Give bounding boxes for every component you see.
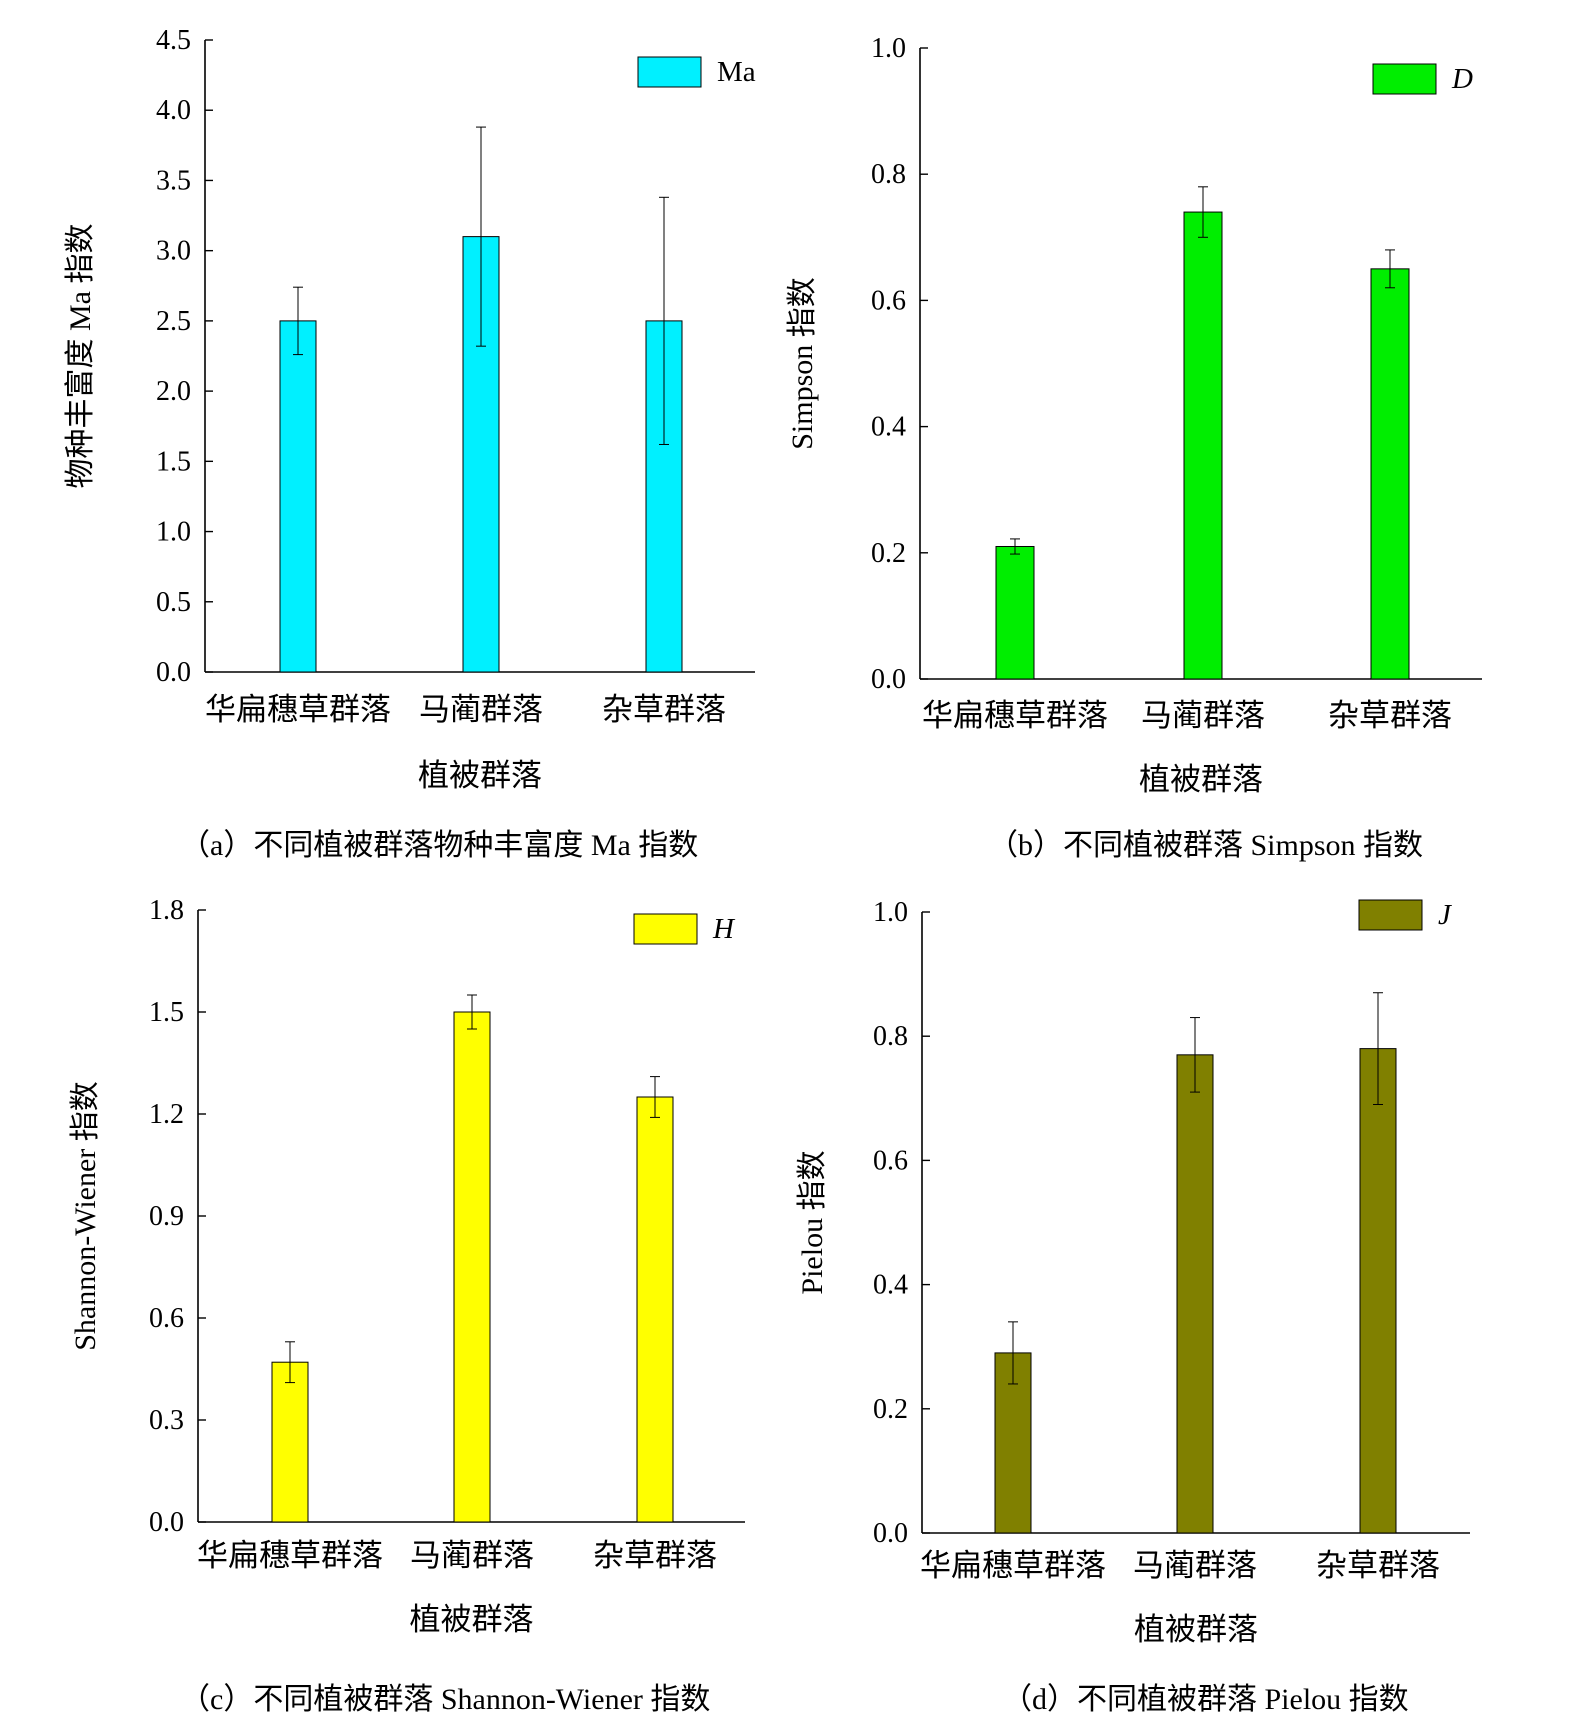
bar <box>1370 268 1410 680</box>
y-tick-label: 1.2 <box>149 1099 184 1130</box>
y-tick-label: 1.0 <box>156 517 191 548</box>
y-tick-label: 0.0 <box>156 657 191 688</box>
y-tick-label: 0.4 <box>873 1270 908 1301</box>
legend-label: J <box>1438 899 1452 931</box>
bar <box>271 1361 309 1523</box>
caption-a: （a）不同植被群落物种丰富度 Ma 指数 <box>180 829 699 862</box>
caption-c: （c）不同植被群落 Shannon-Wiener 指数 <box>180 1683 711 1716</box>
y-tick-label: 1.5 <box>149 997 184 1028</box>
legend-label: H <box>712 913 736 945</box>
y-tick-label: 1.0 <box>873 897 908 928</box>
y-tick-label: 1.0 <box>871 33 906 64</box>
caption-d: （d）不同植被群落 Pielou 指数 <box>1002 1683 1409 1716</box>
y-tick-label: 4.5 <box>156 25 191 56</box>
caption-b: （b）不同植被群落 Simpson 指数 <box>988 829 1424 862</box>
legend-swatch <box>637 56 702 88</box>
x-tick-label: 杂草群落 <box>602 692 726 727</box>
bar <box>1183 211 1223 680</box>
y-tick-label: 0.2 <box>873 1394 908 1425</box>
chart-a: 0.0 0.5 1.0 1.5 2.0 2.5 3.0 3.5 4.0 4.5 华扁穗草群落 马蔺群落… <box>64 25 756 793</box>
legend-label: D <box>1451 63 1473 95</box>
bar <box>279 320 317 673</box>
y-tick-label: 2.5 <box>156 306 191 337</box>
y-tick-label: 0.4 <box>871 412 906 443</box>
y-tick-label: 0.3 <box>149 1405 184 1436</box>
legend-label: Ma <box>717 56 756 88</box>
x-tick-label: 马蔺群落 <box>410 1538 534 1573</box>
y-tick-label: 0.6 <box>871 285 906 316</box>
y-tick-label: 0.6 <box>873 1145 908 1176</box>
x-axis-label: 植被群落 <box>1134 1612 1258 1647</box>
y-axis-label: 物种丰富度 Ma 指数 <box>64 224 97 489</box>
legend-swatch <box>1358 899 1423 931</box>
bar <box>1359 1048 1397 1534</box>
legend-swatch <box>633 913 698 945</box>
y-tick-label: 1.8 <box>149 895 184 926</box>
x-tick-label: 华扁穗草群落 <box>197 1538 383 1573</box>
y-tick-label: 0.8 <box>871 159 906 190</box>
y-tick-label: 0.9 <box>149 1201 184 1232</box>
bar <box>1176 1054 1214 1534</box>
x-tick-label: 马蔺群落 <box>1133 1548 1257 1583</box>
x-axis-label: 植被群落 <box>410 1602 534 1637</box>
y-tick-label: 0.5 <box>156 587 191 618</box>
y-tick-label: 0.0 <box>871 664 906 695</box>
x-tick-label: 杂草群落 <box>593 1538 717 1573</box>
y-axis-label: Shannon-Wiener 指数 <box>69 1081 102 1351</box>
x-tick-label: 马蔺群落 <box>419 692 543 727</box>
y-tick-label: 4.0 <box>156 95 191 126</box>
x-tick-label: 华扁穗草群落 <box>922 698 1108 733</box>
y-tick-label: 3.0 <box>156 236 191 267</box>
x-tick-label: 马蔺群落 <box>1141 698 1265 733</box>
y-tick-label: 0.0 <box>873 1518 908 1549</box>
y-axis-label: Simpson 指数 <box>786 277 819 450</box>
x-axis-label: 植被群落 <box>1139 762 1263 797</box>
x-tick-label: 华扁穗草群落 <box>205 692 391 727</box>
y-tick-label: 0.2 <box>871 538 906 569</box>
x-axis-label: 植被群落 <box>418 758 542 793</box>
y-tick-label: 3.5 <box>156 165 191 196</box>
bar <box>995 545 1035 680</box>
legend-swatch <box>1372 63 1437 95</box>
y-tick-label: 0.0 <box>149 1507 184 1538</box>
bar <box>453 1011 491 1523</box>
y-tick-label: 0.8 <box>873 1021 908 1052</box>
bar <box>636 1096 674 1523</box>
y-axis-label: Pielou 指数 <box>796 1150 829 1294</box>
x-tick-label: 杂草群落 <box>1328 698 1452 733</box>
y-tick-label: 1.5 <box>156 446 191 477</box>
x-tick-label: 杂草群落 <box>1316 1548 1440 1583</box>
x-tick-label: 华扁穗草群落 <box>920 1548 1106 1583</box>
y-tick-label: 0.6 <box>149 1303 184 1334</box>
y-tick-label: 2.0 <box>156 376 191 407</box>
